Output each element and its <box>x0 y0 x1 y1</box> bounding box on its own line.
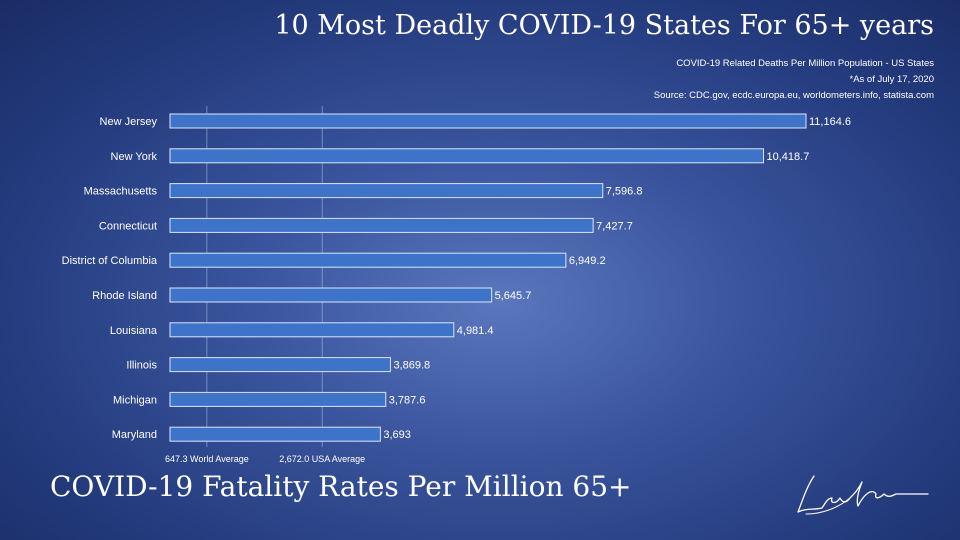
bar <box>169 322 455 338</box>
source-note: Source: CDC.gov, ecdc.europa.eu, worldom… <box>653 90 934 101</box>
category-label: Louisiana <box>110 325 158 337</box>
category-label: Massachusetts <box>84 186 158 198</box>
bar <box>169 217 594 233</box>
bar <box>169 391 387 407</box>
data-label: 10,418.7 <box>767 151 810 163</box>
reference-label: 647.3 World Average <box>165 454 249 464</box>
bar <box>169 426 381 442</box>
data-label: 5,645.7 <box>495 290 532 302</box>
footer-title: COVID-19 Fatality Rates Per Million 65+ <box>50 470 632 503</box>
chart-subtitles: COVID-19 Related Deaths Per Million Popu… <box>654 56 934 104</box>
date-note: *As of July 17, 2020 <box>849 74 935 85</box>
data-label: 3,787.6 <box>389 394 426 406</box>
category-label: Connecticut <box>99 220 157 232</box>
subtitle: COVID-19 Related Deaths Per Million Popu… <box>676 58 934 69</box>
category-label: New York <box>111 151 158 163</box>
data-label: 4,981.4 <box>457 325 494 337</box>
bar <box>169 183 604 199</box>
bar <box>169 148 765 164</box>
data-label: 7,596.8 <box>606 186 643 198</box>
category-label: New Jersey <box>100 116 158 128</box>
data-label: 3,693 <box>383 429 411 441</box>
data-label: 7,427.7 <box>596 220 633 232</box>
category-label: Rhode Island <box>92 290 157 302</box>
category-label: Maryland <box>112 429 157 441</box>
chart-title: 10 Most Deadly COVID-19 States For 65+ y… <box>274 10 934 41</box>
bar <box>169 357 391 373</box>
signature-icon <box>797 475 929 515</box>
reference-label: 2,672.0 USA Average <box>279 454 365 464</box>
category-label: Illinois <box>126 360 157 372</box>
data-label: 11,164.6 <box>809 116 851 128</box>
data-label: 6,949.2 <box>569 255 606 267</box>
bar <box>169 287 493 303</box>
bar <box>169 252 567 268</box>
category-label: District of Columbia <box>62 255 158 267</box>
category-label: Michigan <box>113 394 157 406</box>
bar <box>169 113 807 129</box>
data-label: 3,869.8 <box>393 360 430 372</box>
